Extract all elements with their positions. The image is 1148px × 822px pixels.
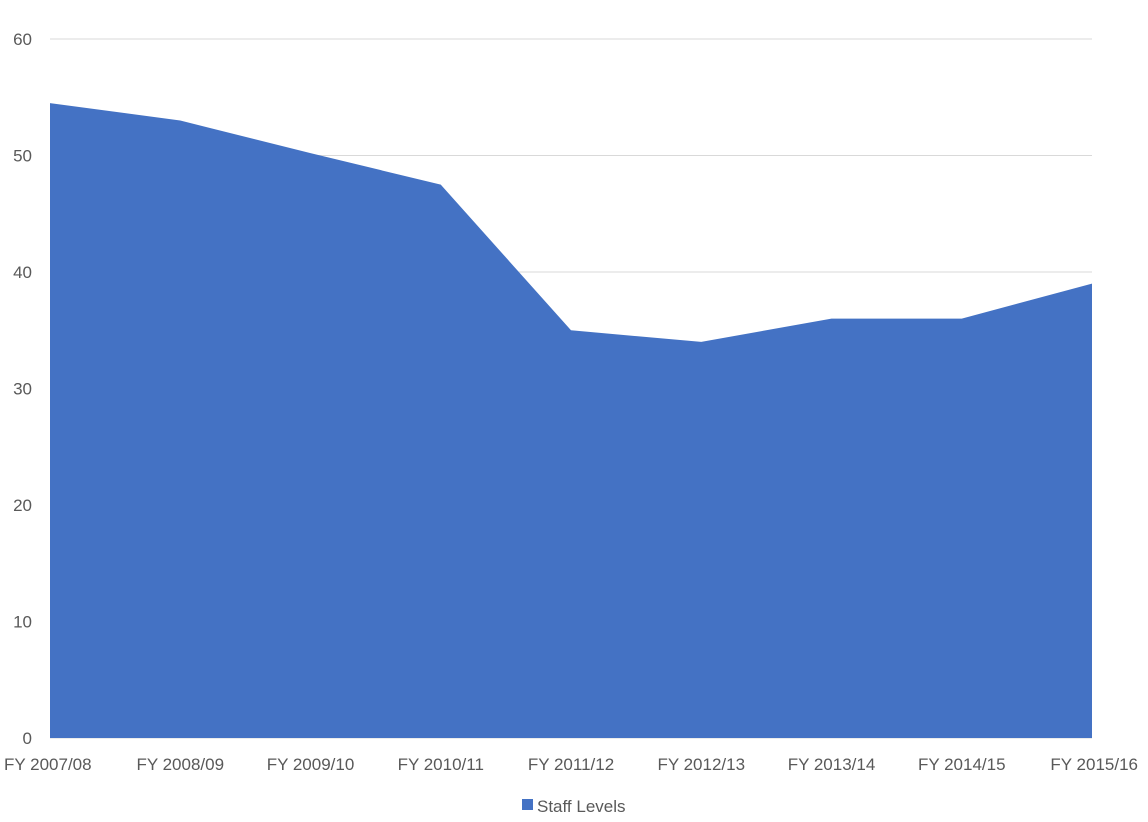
y-axis-labels: 0 10 20 30 40 50 60 [13,30,32,748]
y-tick-label: 20 [13,496,32,515]
x-tick-label: FY 2010/11 [398,755,484,774]
y-tick-label: 60 [13,30,32,49]
x-tick-label: FY 2011/12 [528,755,614,774]
y-tick-label: 0 [23,729,32,748]
y-tick-label: 10 [13,613,32,632]
y-tick-label: 30 [13,380,32,399]
x-tick-label: FY 2008/09 [136,755,224,774]
legend-label-staff-levels: Staff Levels [537,797,626,816]
legend-swatch-staff-levels [522,799,533,810]
x-tick-label: FY 2015/16 [1050,755,1138,774]
x-tick-label: FY 2012/13 [657,755,745,774]
x-tick-label: FY 2007/08 [4,755,92,774]
legend: Staff Levels [522,797,626,816]
x-tick-label: FY 2014/15 [918,755,1006,774]
y-tick-label: 40 [13,263,32,282]
x-axis-labels: FY 2007/08 FY 2008/09 FY 2009/10 FY 2010/11… [4,755,1138,774]
series-areas [50,103,1092,738]
x-tick-label: FY 2013/14 [788,755,876,774]
area-series-staff-levels [50,103,1092,738]
x-tick-label: FY 2009/10 [267,755,355,774]
y-tick-label: 50 [13,147,32,166]
